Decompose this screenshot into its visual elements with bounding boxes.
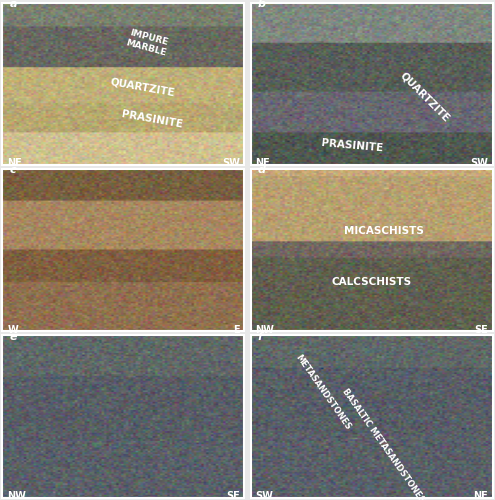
Text: NW: NW [7, 491, 26, 500]
Text: BASALTIC METASANDSTONES: BASALTIC METASANDSTONES [341, 387, 427, 500]
Text: SW: SW [470, 158, 488, 168]
Text: d: d [258, 166, 266, 175]
Text: NE: NE [255, 158, 270, 168]
Text: SE: SE [474, 324, 488, 334]
Text: b: b [258, 0, 266, 9]
Text: NW: NW [255, 324, 274, 334]
Text: SE: SE [226, 491, 240, 500]
Text: QUARTZITE: QUARTZITE [398, 70, 451, 124]
Text: NE: NE [473, 491, 488, 500]
Text: MICASCHISTS: MICASCHISTS [344, 226, 424, 235]
Text: a: a [10, 0, 17, 9]
Text: NE: NE [7, 158, 22, 168]
Text: IMPURE
MARBLE: IMPURE MARBLE [125, 28, 170, 58]
Text: PRASINITE: PRASINITE [121, 109, 184, 130]
Text: SW: SW [222, 158, 240, 168]
Text: W: W [7, 324, 18, 334]
Text: QUARTZITE: QUARTZITE [110, 76, 176, 98]
Text: c: c [10, 166, 16, 175]
Text: SW: SW [255, 491, 273, 500]
Text: E: E [233, 324, 240, 334]
Text: METASANDSTONES: METASANDSTONES [294, 352, 352, 432]
Text: f: f [258, 332, 263, 342]
Text: PRASINITE: PRASINITE [321, 138, 384, 153]
Text: e: e [10, 332, 17, 342]
Text: CALCSCHISTS: CALCSCHISTS [332, 278, 411, 287]
